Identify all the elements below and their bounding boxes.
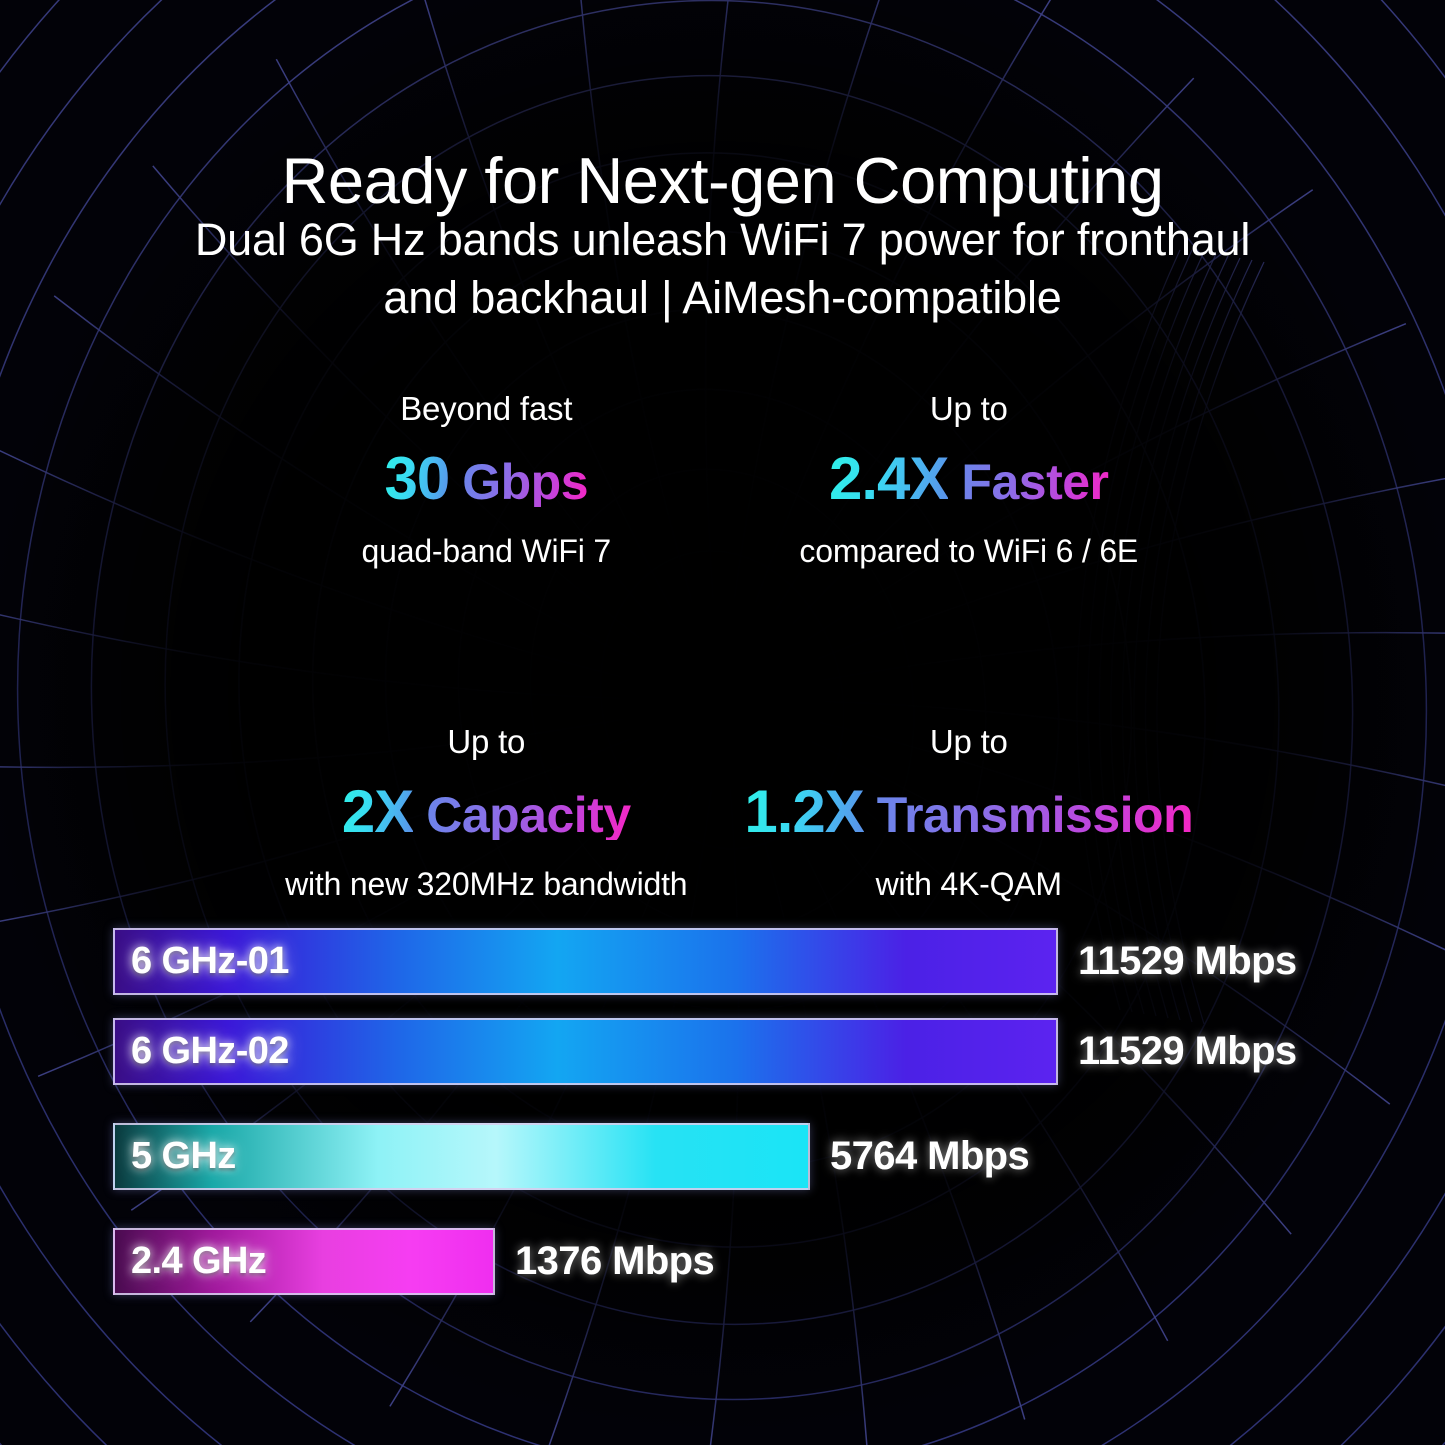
stat-number: 2X	[341, 778, 414, 845]
bar-fill-5ghz: 5 GHz	[113, 1123, 810, 1190]
bar-row: 2.4 GHz 1376 Mbps	[113, 1228, 1363, 1295]
subtitle-line-2: and backhaul | AiMesh-compatible	[383, 271, 1062, 323]
bar-row: 6 GHz-02 11529 Mbps	[113, 1018, 1363, 1085]
bandwidth-bar-chart: 6 GHz-01 11529 Mbps 6 GHz-02 11529 Mbps …	[113, 928, 1363, 1318]
bar-label: 5 GHz	[131, 1135, 236, 1177]
bar-fill-6ghz-01: 6 GHz-01	[113, 928, 1058, 995]
stat-headline: 2.4X Faster	[728, 449, 1211, 509]
bar-label: 6 GHz-02	[131, 1030, 289, 1072]
stat-card-capacity: Up to 2X Capacity with new 320MHz bandwid…	[245, 725, 728, 900]
stat-word: Transmission	[876, 787, 1194, 843]
bar-label: 6 GHz-01	[131, 940, 289, 982]
stat-headline: 30 Gbps	[245, 449, 728, 509]
bar-value: 11529 Mbps	[1078, 1029, 1297, 1073]
stat-word: Capacity	[426, 787, 631, 843]
stat-headline: 2X Capacity	[245, 782, 728, 842]
stat-card-faster: Up to 2.4X Faster compared to WiFi 6 / 6E	[728, 392, 1211, 567]
stats-row-2: Up to 2X Capacity with new 320MHz bandwid…	[245, 725, 1210, 900]
bar-fill-6ghz-02: 6 GHz-02	[113, 1018, 1058, 1085]
bar-label: 2.4 GHz	[131, 1240, 267, 1282]
bar-row: 6 GHz-01 11529 Mbps	[113, 928, 1363, 995]
stats-grid: Beyond fast 30 Gbps quad-band WiFi 7 Up t…	[245, 392, 1210, 900]
stat-caption: with 4K-QAM	[875, 866, 1062, 902]
stat-word: Faster	[961, 454, 1109, 510]
bar-row: 5 GHz 5764 Mbps	[113, 1123, 1363, 1190]
stat-kicker: Up to	[929, 723, 1008, 760]
stat-kicker: Beyond fast	[400, 390, 573, 427]
stat-headline: 1.2X Transmission	[728, 782, 1211, 842]
page-title: Ready for Next-gen Computing	[281, 143, 1164, 217]
bar-value: 1376 Mbps	[515, 1239, 715, 1283]
bar-value: 11529 Mbps	[1078, 939, 1297, 983]
stats-row-1: Beyond fast 30 Gbps quad-band WiFi 7 Up t…	[245, 392, 1210, 567]
stat-word: Gbps	[462, 454, 589, 510]
bar-fill-24ghz: 2.4 GHz	[113, 1228, 495, 1295]
stat-number: 2.4X	[828, 445, 949, 512]
stat-caption: quad-band WiFi 7	[361, 533, 612, 569]
stat-number: 1.2X	[744, 778, 864, 845]
bar-value: 5764 Mbps	[830, 1134, 1030, 1178]
stat-caption: with new 320MHz bandwidth	[285, 866, 688, 902]
page-subtitle: Dual 6G Hz bands unleash WiFi 7 power fo…	[0, 211, 1445, 326]
stat-caption: compared to WiFi 6 / 6E	[799, 533, 1139, 569]
stat-kicker: Up to	[447, 723, 526, 760]
stat-kicker: Up to	[929, 390, 1008, 427]
stat-card-gbps: Beyond fast 30 Gbps quad-band WiFi 7	[245, 392, 728, 567]
stat-card-transmission: Up to 1.2X Transmission with 4K-QAM	[728, 725, 1211, 900]
subtitle-line-1: Dual 6G Hz bands unleash WiFi 7 power fo…	[194, 214, 1251, 265]
stat-number: 30	[384, 445, 450, 512]
